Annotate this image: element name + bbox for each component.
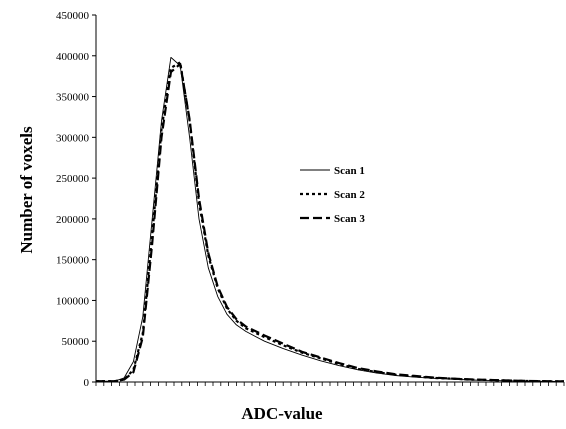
x-axis-title: ADC-value [241, 404, 323, 423]
y-tick-label: 50000 [62, 336, 90, 348]
y-tick-label: 150000 [56, 255, 90, 267]
y-tick-label: 400000 [56, 51, 90, 63]
x-axis-ticks [95, 382, 565, 386]
y-tick-label: 450000 [56, 10, 90, 22]
y-axis-ticks: 0 50000 100000 150000 200000 250000 300000 3500… [56, 10, 96, 389]
y-axis-title: Number of voxels [17, 126, 36, 254]
series-line-1 [96, 56, 565, 382]
series-lines [96, 56, 565, 383]
y-tick-label: 300000 [56, 132, 90, 144]
y-tick-label: 200000 [56, 214, 90, 226]
y-tick-label: 0 [84, 377, 90, 389]
series-line-3 [96, 62, 565, 383]
legend-label-3: Scan 3 [334, 213, 365, 225]
y-tick-label: 250000 [56, 173, 90, 185]
legend: Scan 1 Scan 2 Scan 3 [300, 165, 365, 225]
y-tick-label: 350000 [56, 92, 90, 104]
legend-label-1: Scan 1 [334, 165, 365, 177]
y-tick-label: 100000 [56, 295, 90, 307]
legend-label-2: Scan 2 [334, 189, 365, 201]
